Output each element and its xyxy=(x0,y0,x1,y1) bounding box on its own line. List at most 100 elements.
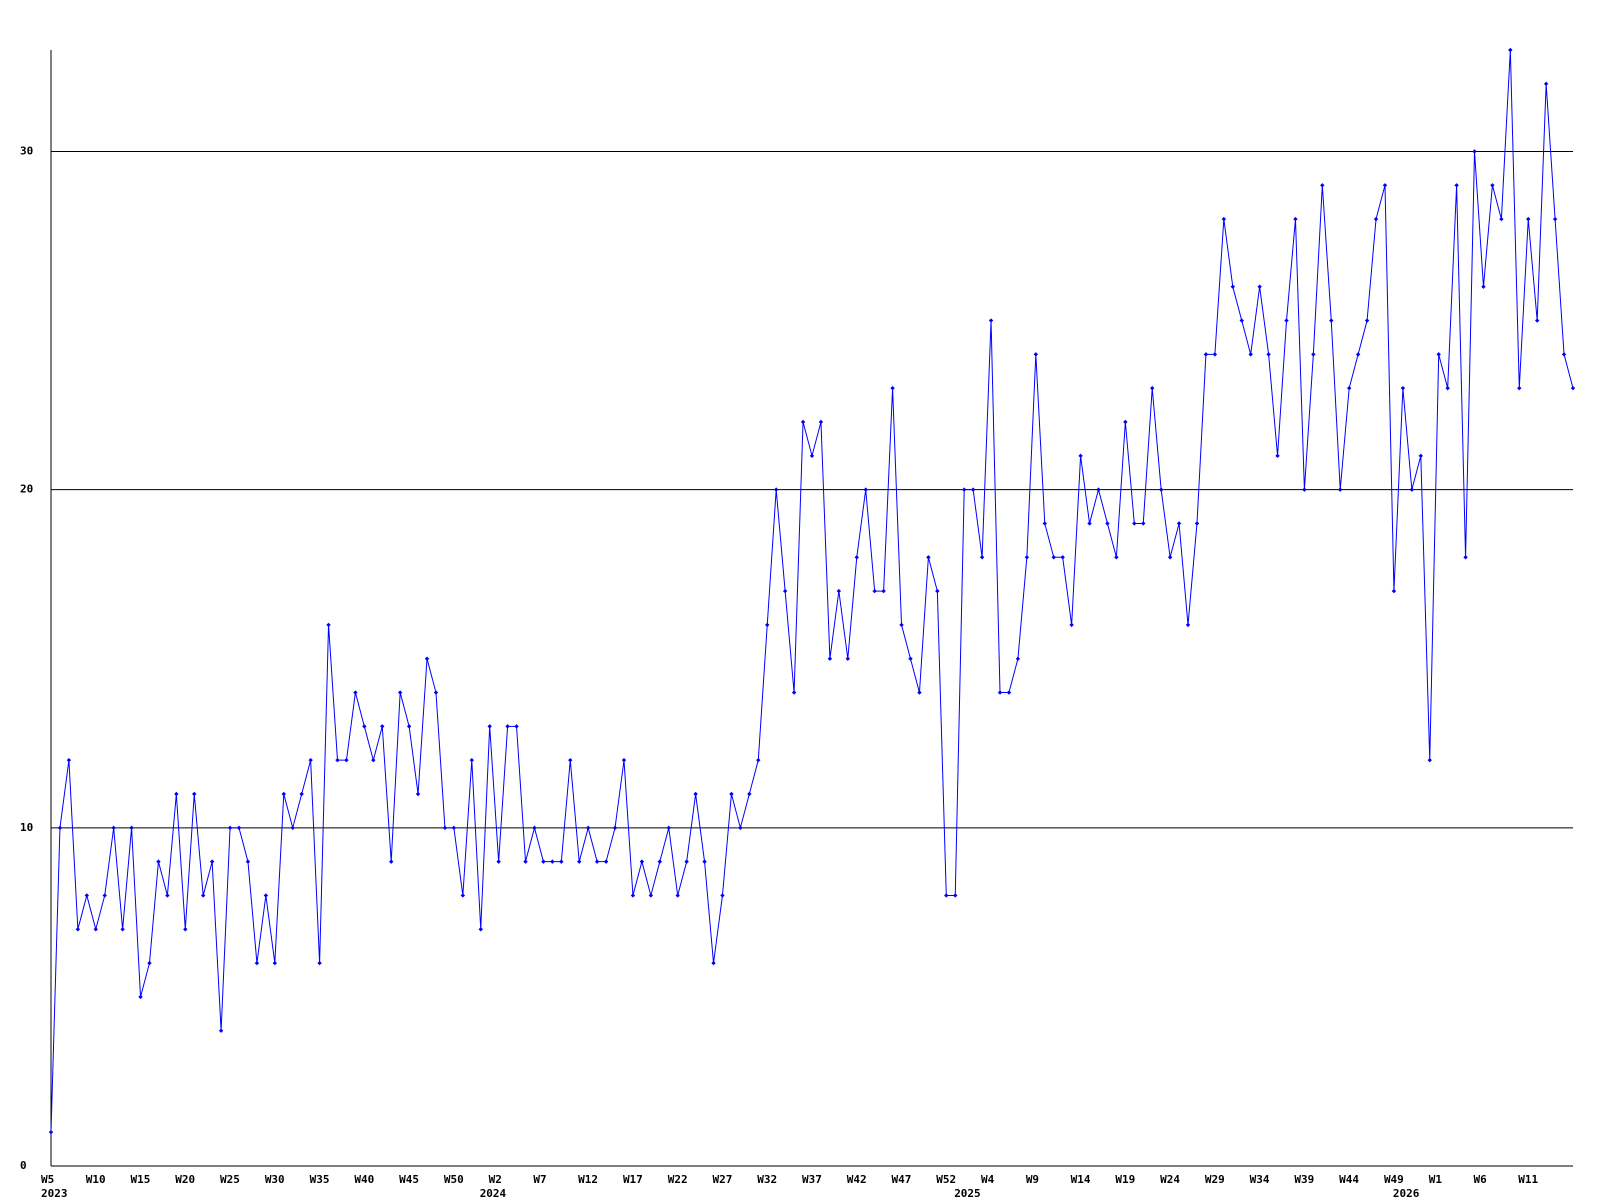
data-point xyxy=(845,656,851,661)
data-point xyxy=(836,588,842,594)
data-point xyxy=(1167,555,1173,560)
data-point xyxy=(1302,487,1307,492)
data-point xyxy=(353,690,358,695)
data-point xyxy=(451,825,457,831)
data-point xyxy=(1400,385,1406,391)
x-tick-label: W1 xyxy=(1429,1173,1443,1186)
x-tick-label: W40 xyxy=(354,1173,374,1186)
x-tick-label: W4 xyxy=(981,1173,995,1186)
data-point xyxy=(523,859,528,864)
data-point xyxy=(935,588,940,594)
data-point xyxy=(1517,385,1522,391)
data-point xyxy=(675,893,680,898)
data-point xyxy=(1176,521,1182,526)
data-point xyxy=(1069,622,1074,628)
x-tick-label: W25 xyxy=(220,1173,240,1186)
x-tick-label: W37 xyxy=(802,1173,822,1186)
data-point xyxy=(603,859,609,864)
data-point xyxy=(702,859,707,864)
data-point xyxy=(1552,216,1558,222)
data-point xyxy=(57,825,63,831)
data-point xyxy=(1087,521,1092,526)
data-point xyxy=(693,791,698,797)
data-point xyxy=(147,960,152,966)
data-point xyxy=(1185,622,1191,628)
data-point xyxy=(496,859,501,864)
x-tick-label: W39 xyxy=(1294,1173,1314,1186)
data-point xyxy=(201,893,206,898)
data-point xyxy=(1346,385,1352,391)
x-tick-label: W19 xyxy=(1115,1173,1135,1186)
data-point xyxy=(1436,352,1441,357)
data-point xyxy=(469,757,474,763)
data-point xyxy=(1158,487,1164,492)
year-label: 2023 xyxy=(41,1187,68,1200)
x-tick-label: W14 xyxy=(1071,1173,1091,1186)
data-point xyxy=(1490,183,1495,188)
x-tick-label: W27 xyxy=(712,1173,732,1186)
x-tick-label: W2 xyxy=(489,1173,502,1186)
data-point xyxy=(621,757,627,763)
data-point xyxy=(1230,284,1235,289)
data-point xyxy=(263,893,269,898)
data-point xyxy=(460,893,466,898)
data-point xyxy=(371,757,376,763)
data-point xyxy=(1150,385,1155,391)
data-point xyxy=(585,825,591,831)
data-point xyxy=(308,757,313,763)
data-point xyxy=(917,690,922,695)
data-point xyxy=(362,724,367,729)
data-point xyxy=(1141,521,1146,526)
data-point xyxy=(290,825,295,831)
data-point xyxy=(532,825,537,831)
data-point xyxy=(442,825,448,831)
x-tick-label: W49 xyxy=(1384,1173,1404,1186)
data-point xyxy=(1042,521,1047,526)
data-point xyxy=(1257,284,1262,289)
y-tick-label: 0 xyxy=(20,1159,27,1172)
data-point xyxy=(666,825,671,831)
data-point xyxy=(872,588,877,594)
data-point xyxy=(1015,656,1021,661)
data-point xyxy=(970,487,976,492)
data-point xyxy=(818,419,824,425)
data-point xyxy=(1338,487,1343,492)
data-point xyxy=(568,757,573,763)
x-tick-label: W47 xyxy=(892,1173,912,1186)
x-tick-label: W24 xyxy=(1160,1173,1180,1186)
data-point xyxy=(1570,385,1576,391)
data-point xyxy=(827,656,833,661)
data-point xyxy=(192,791,197,797)
data-point xyxy=(1454,183,1459,188)
data-point xyxy=(505,724,510,729)
data-point xyxy=(997,690,1003,695)
data-point xyxy=(1508,47,1513,53)
data-point xyxy=(165,893,170,898)
data-point xyxy=(1105,521,1110,526)
data-point xyxy=(1427,757,1432,763)
data-point xyxy=(1203,352,1209,357)
data-point xyxy=(881,588,886,594)
data-point xyxy=(84,893,90,898)
data-point xyxy=(129,825,134,831)
data-point xyxy=(979,555,985,560)
data-point xyxy=(1373,216,1379,222)
data-point xyxy=(729,791,734,797)
data-point xyxy=(1409,487,1415,492)
data-point xyxy=(1311,352,1316,357)
data-point xyxy=(1248,352,1253,357)
x-tick-label: W20 xyxy=(175,1173,195,1186)
data-point xyxy=(612,825,618,831)
data-point xyxy=(156,859,161,864)
data-point xyxy=(1239,318,1244,323)
data-point xyxy=(1212,352,1218,357)
data-point xyxy=(720,893,725,898)
data-point xyxy=(1526,216,1531,222)
x-tick-label: W45 xyxy=(399,1173,419,1186)
data-point xyxy=(66,757,72,763)
data-point xyxy=(1463,555,1468,560)
data-point xyxy=(1418,453,1423,459)
data-point xyxy=(648,893,654,898)
x-tick-label: W42 xyxy=(847,1173,867,1186)
